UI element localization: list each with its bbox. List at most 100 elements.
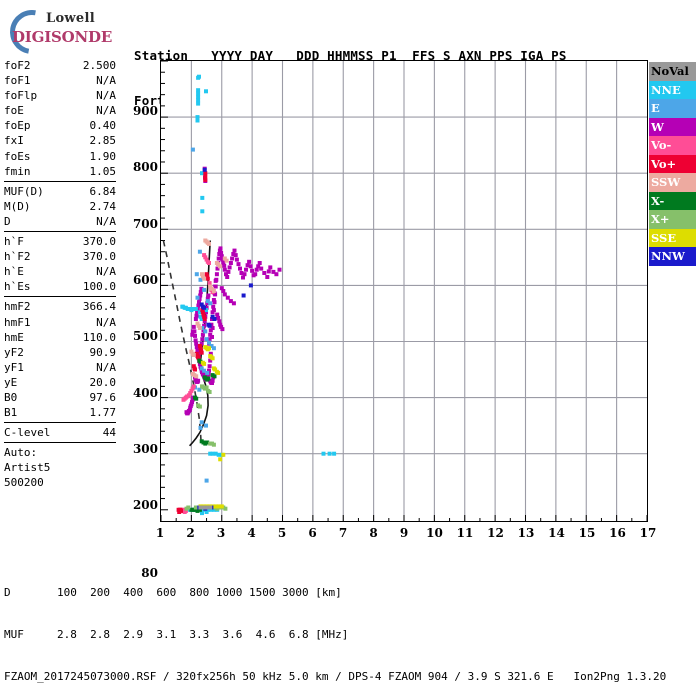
legend-item-sse[interactable]: SSE — [649, 228, 696, 247]
echo-point — [266, 269, 271, 274]
auto-program: Artist5 — [4, 461, 51, 475]
param-row: foEs 1.90 — [4, 149, 116, 164]
legend-item-e[interactable]: E — [649, 99, 696, 118]
echo-point — [194, 374, 199, 379]
echo-point — [200, 308, 205, 313]
echo-point — [181, 397, 186, 402]
param-value: N/A — [96, 265, 116, 279]
echo-point — [190, 397, 195, 402]
param-key: B1 — [4, 406, 18, 420]
echo-point — [225, 295, 230, 300]
legend-item-noval[interactable]: NoVal — [649, 62, 696, 81]
param-row: fmin 1.05 — [4, 164, 116, 179]
echo-point — [207, 346, 211, 351]
param-row: yF2 90.9 — [4, 345, 116, 360]
echo-point — [194, 345, 199, 350]
echo-point — [211, 442, 216, 447]
footer-muf-row: MUF 2.8 2.8 2.9 3.1 3.3 3.6 4.6 6.8 [MHz… — [4, 628, 349, 641]
echo-point — [218, 246, 223, 251]
echo-point — [193, 367, 197, 372]
echo-point — [195, 310, 200, 315]
echo-point — [200, 195, 205, 200]
echo-point — [202, 167, 207, 172]
polarization-legend: NoVal NNE E W Vo- Vo+ SSW X- X+ SSE NNW — [649, 62, 696, 266]
echo-point — [199, 317, 204, 321]
echo-point — [210, 286, 214, 291]
echo-point — [208, 451, 213, 456]
echo-point — [203, 171, 208, 176]
echo-point — [250, 268, 255, 273]
echo-point — [205, 374, 210, 379]
x-tick-label: 12 — [487, 526, 504, 540]
param-divider — [4, 296, 116, 298]
legend-item-ssw[interactable]: SSW — [649, 173, 696, 192]
logo-digisonde-text: DIGISONDE — [12, 28, 113, 46]
echo-point — [194, 341, 199, 346]
x-tick-label: 13 — [517, 526, 535, 540]
footer-info: D 100 200 400 600 800 1000 1500 3000 [km… — [4, 558, 666, 698]
legend-item-vo-[interactable]: Vo- — [649, 136, 696, 155]
ionogram-canvas[interactable] — [161, 61, 647, 521]
echo-point — [215, 312, 220, 317]
echo-point — [200, 274, 205, 279]
param-divider — [4, 422, 116, 424]
legend-item-nnw[interactable]: NNW — [649, 247, 696, 266]
param-value: 90.9 — [89, 345, 117, 359]
echo-point — [184, 506, 189, 511]
echo-point — [197, 296, 202, 301]
param-row: h`E N/A — [4, 264, 116, 279]
echo-point — [211, 289, 216, 293]
param-key: h`E — [4, 265, 24, 279]
param-value: 44 — [102, 426, 116, 440]
echo-point — [205, 505, 210, 510]
echo-point — [195, 118, 200, 123]
echo-point — [208, 351, 213, 356]
legend-item-x-[interactable]: X+ — [649, 210, 696, 229]
echo-point — [197, 507, 202, 512]
legend-item-w[interactable]: W — [649, 117, 696, 136]
echo-point — [196, 101, 201, 106]
series-x- — [189, 358, 217, 513]
echo-point — [205, 276, 210, 281]
legend-item-x-[interactable]: X- — [649, 191, 696, 210]
echo-point — [190, 147, 195, 152]
echo-point — [268, 265, 273, 270]
echo-point — [207, 337, 212, 342]
legend-item-nne[interactable]: NNE — [649, 80, 696, 99]
echo-point — [239, 271, 244, 275]
echo-point — [206, 507, 211, 512]
echo-point — [202, 276, 207, 281]
echo-point — [195, 508, 200, 513]
echo-point — [195, 295, 200, 300]
echo-point — [188, 405, 193, 410]
param-key: fmin — [4, 164, 31, 178]
echo-point — [210, 451, 215, 456]
echo-point — [204, 385, 209, 390]
echo-point — [233, 253, 238, 258]
series-noval — [198, 505, 213, 510]
echo-point — [194, 396, 199, 401]
echo-point — [194, 272, 199, 277]
echo-point — [204, 310, 208, 315]
param-row: yF1 N/A — [4, 360, 116, 375]
x-tick-label: 7 — [338, 526, 348, 540]
ionogram-plot[interactable] — [160, 60, 648, 522]
echo-point — [262, 271, 267, 275]
echo-point — [200, 511, 204, 516]
echo-point — [232, 248, 237, 253]
param-divider — [4, 231, 116, 233]
echo-point — [190, 386, 195, 391]
param-key: foEp — [4, 119, 31, 133]
echo-point — [210, 310, 215, 315]
param-row: M(D) 2.74 — [4, 199, 116, 214]
echo-point — [208, 284, 213, 289]
echo-point — [227, 265, 232, 270]
echo-point — [208, 332, 213, 337]
echo-point — [216, 452, 221, 457]
echo-point — [196, 91, 201, 96]
echo-point — [200, 171, 204, 176]
param-row: foEp 0.40 — [4, 118, 116, 133]
echo-point — [265, 275, 270, 279]
legend-item-vo-[interactable]: Vo+ — [649, 154, 696, 173]
echo-point — [203, 177, 208, 182]
